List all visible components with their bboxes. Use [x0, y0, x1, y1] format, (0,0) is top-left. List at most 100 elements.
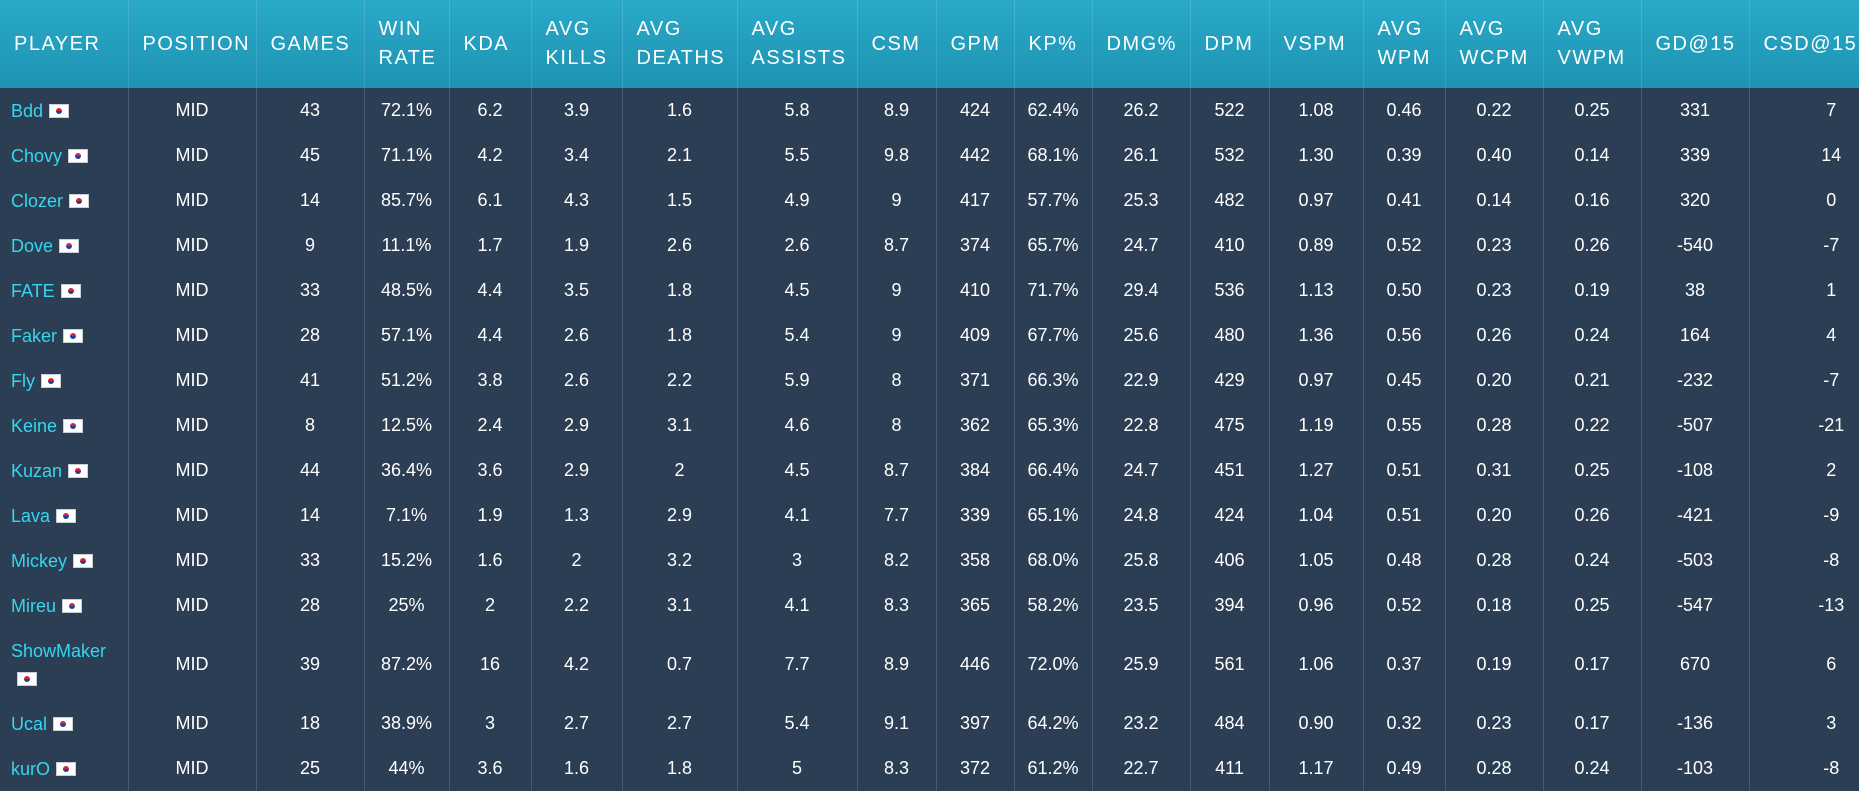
stat-cell: 3 — [1826, 713, 1837, 733]
stat-cell: 8 — [256, 403, 365, 448]
stat-cell: 33 — [256, 538, 365, 583]
south-korea-flag-icon — [17, 671, 37, 686]
stat-cell: 522 — [1190, 88, 1270, 133]
stat-cell: -8 — [1823, 550, 1840, 570]
stat-cell: 24.8 — [1092, 493, 1191, 538]
stat-cell: 7.1% — [364, 493, 450, 538]
player-name-link[interactable]: FATE — [11, 280, 55, 301]
stat-cell: 8.9 — [857, 628, 937, 701]
stat-cell: 22.7 — [1092, 746, 1191, 791]
stat-cell: 18 — [256, 701, 365, 746]
stat-cell: 57.1% — [364, 313, 450, 358]
player-name-link[interactable]: Chovy — [11, 145, 63, 166]
stat-cell: 0.32 — [1363, 701, 1446, 746]
column-header[interactable]: GD@15 — [1641, 0, 1750, 88]
stat-cell: 44 — [256, 448, 365, 493]
stat-cell: 3.8 — [449, 358, 532, 403]
player-name-link[interactable]: Fly — [11, 370, 35, 391]
stat-cell: 66.3% — [1014, 358, 1093, 403]
stat-cell: -21 — [1818, 415, 1845, 435]
column-header[interactable]: AVG KILLS — [531, 0, 623, 88]
column-header[interactable]: PLAYER — [0, 0, 129, 88]
stat-cell: 4.4 — [449, 268, 532, 313]
column-header[interactable]: GPM — [936, 0, 1015, 88]
stat-cell: 0.22 — [1543, 403, 1642, 448]
stat-cell: 2.7 — [531, 701, 623, 746]
column-header[interactable]: WIN RATE — [364, 0, 450, 88]
player-name-link[interactable]: Clozer — [11, 190, 64, 211]
stat-cell: 8 — [857, 403, 937, 448]
stat-cell: -507 — [1641, 403, 1750, 448]
stat-cell: 22.8 — [1092, 403, 1191, 448]
stat-cell: 446 — [936, 628, 1015, 701]
player-name-link[interactable]: Keine — [11, 415, 58, 436]
stat-cell: 0.24 — [1543, 538, 1642, 583]
player-name-link[interactable]: Ucal — [11, 713, 48, 734]
column-header[interactable]: POSITION — [128, 0, 257, 88]
column-header[interactable]: CSM — [857, 0, 937, 88]
stat-cell: 65.1% — [1014, 493, 1093, 538]
column-header[interactable]: VSPM — [1269, 0, 1364, 88]
stat-cell: 0.90 — [1269, 701, 1364, 746]
stat-cell: 1.30 — [1269, 133, 1364, 178]
stat-cell: 362 — [936, 403, 1015, 448]
table-row: Mickey MID 33 15.2% 1.6 2 3.2 3 8.2 358 68.0% 25.8 4… — [0, 538, 1859, 583]
column-header[interactable]: AVG WPM — [1363, 0, 1446, 88]
stat-cell: 397 — [936, 701, 1015, 746]
stat-cell: 51.2% — [364, 358, 450, 403]
stat-cell: 409 — [936, 313, 1015, 358]
player-name-link[interactable]: ShowMaker — [11, 640, 107, 661]
column-header[interactable]: KP% — [1014, 0, 1093, 88]
stat-cell: 3.9 — [531, 88, 623, 133]
stat-cell: 4.2 — [531, 628, 623, 701]
player-name-link[interactable]: Mireu — [11, 595, 57, 616]
stat-cell: 5.9 — [737, 358, 858, 403]
player-name-link[interactable]: Dove — [11, 235, 54, 256]
stat-cell: 8.3 — [857, 583, 937, 628]
stat-cell: 0.17 — [1543, 701, 1642, 746]
player-name-link[interactable]: Lava — [11, 505, 51, 526]
stat-cell: 4.4 — [449, 313, 532, 358]
stat-cell: 12.5% — [364, 403, 450, 448]
player-name-link[interactable]: Kuzan — [11, 460, 63, 481]
column-header[interactable]: DMG% — [1092, 0, 1191, 88]
stat-cell: 9 — [857, 268, 937, 313]
player-name-link[interactable]: Mickey — [11, 550, 68, 571]
column-header[interactable]: CSD@15 — [1763, 32, 1858, 55]
column-header[interactable]: AVG VWPM — [1543, 0, 1642, 88]
stat-cell: 5.8 — [737, 88, 858, 133]
south-korea-flag-icon — [63, 328, 84, 343]
south-korea-flag-icon — [49, 103, 70, 118]
stat-cell: 65.7% — [1014, 223, 1093, 268]
stat-cell: 0.49 — [1363, 746, 1446, 791]
stat-cell: 1.06 — [1269, 628, 1364, 701]
stat-cell: -7 — [1823, 370, 1840, 390]
stat-cell: 5.5 — [737, 133, 858, 178]
stat-cell: 5 — [737, 746, 858, 791]
stat-cell: 23.5 — [1092, 583, 1191, 628]
column-header[interactable]: GAMES — [256, 0, 365, 88]
player-name-link[interactable]: kurO — [11, 758, 51, 779]
stat-cell: 0.56 — [1363, 313, 1446, 358]
stat-cell: -136 — [1641, 701, 1750, 746]
player-name-link[interactable]: Faker — [11, 325, 58, 346]
stat-cell: 2.6 — [531, 358, 623, 403]
column-header[interactable]: AVG DEATHS — [622, 0, 738, 88]
stat-cell: 0.97 — [1269, 358, 1364, 403]
stat-cell: 394 — [1190, 583, 1270, 628]
stat-cell: 1.9 — [449, 493, 532, 538]
stat-cell: 0.97 — [1269, 178, 1364, 223]
stat-cell: 1.3 — [531, 493, 623, 538]
stat-cell: 4.2 — [449, 133, 532, 178]
stat-cell: MID — [128, 746, 257, 791]
column-header[interactable]: AVG WCPM — [1445, 0, 1544, 88]
column-header[interactable]: KDA — [449, 0, 532, 88]
column-header[interactable]: AVG ASSISTS — [737, 0, 858, 88]
column-header[interactable]: DPM — [1190, 0, 1270, 88]
stat-cell: 339 — [936, 493, 1015, 538]
stat-cell: 3.4 — [531, 133, 623, 178]
stat-cell: 72.1% — [364, 88, 450, 133]
player-name-link[interactable]: Bdd — [11, 100, 44, 121]
stat-cell: 8.3 — [857, 746, 937, 791]
stat-cell: 410 — [936, 268, 1015, 313]
